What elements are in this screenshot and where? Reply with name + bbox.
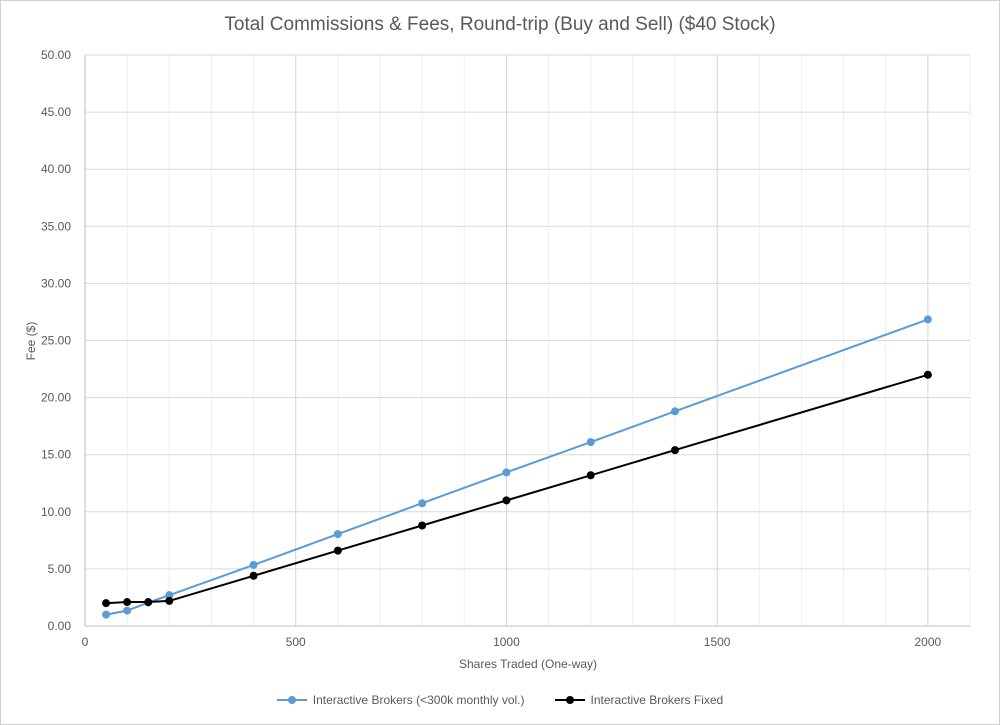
y-tick-label: 5.00 — [48, 562, 72, 576]
chart-title: Total Commissions & Fees, Round-trip (Bu… — [224, 14, 776, 35]
legend-label-series-1: Interactive Brokers (<300k monthly vol.) — [312, 693, 525, 707]
series-2-point — [249, 571, 258, 580]
series-1-point — [123, 606, 132, 615]
series-1-point — [333, 530, 342, 539]
series-1-point — [923, 315, 932, 324]
y-tick-label: 50.00 — [41, 48, 71, 62]
y-axis-label: Fee ($) — [24, 322, 38, 361]
series-1-point — [671, 407, 679, 416]
series-1-point — [165, 591, 174, 600]
x-tick-label: 0 — [82, 635, 89, 649]
x-tick-label: 1000 — [493, 635, 520, 649]
legend-label-series-2: Interactive Brokers Fixed — [590, 693, 724, 707]
x-tick-label: 1500 — [704, 635, 731, 649]
series-layer — [102, 315, 932, 619]
series-2-point — [333, 546, 342, 555]
x-tick-label: 500 — [286, 635, 306, 649]
series-2-point — [165, 596, 174, 605]
legend: Interactive Brokers (<300k monthly vol.)… — [0, 693, 1000, 707]
y-tick-label: 30.00 — [41, 276, 71, 290]
y-tick-label: 25.00 — [41, 334, 71, 348]
legend-item-series-1[interactable]: Interactive Brokers (<300k monthly vol.) — [276, 693, 525, 707]
series-2-point — [418, 521, 427, 530]
series-2-point — [502, 496, 511, 505]
series-2-point — [671, 446, 679, 455]
y-tick-label: 20.00 — [41, 391, 71, 405]
series-2-point — [144, 598, 153, 607]
series-1-point — [249, 560, 258, 569]
y-tick-label: 40.00 — [41, 162, 71, 176]
series-1-line — [105, 318, 929, 616]
legend-swatch-series-1 — [276, 695, 307, 705]
y-tick-label: 15.00 — [41, 448, 71, 462]
series-1-point — [502, 468, 511, 477]
series-2-point — [923, 370, 932, 379]
legend-swatch-series-2 — [554, 695, 585, 705]
legend-item-series-2[interactable]: Interactive Brokers Fixed — [554, 693, 724, 707]
series-1-point — [418, 499, 427, 508]
axes: 0.00 5.00 10.00 15.00 20.00 25.00 30.00 35.00 40… — [41, 48, 970, 649]
y-tick-label: 35.00 — [41, 219, 71, 233]
y-tick-label: 0.00 — [48, 619, 72, 633]
grid-lines — [85, 54, 971, 626]
series-2-point — [102, 599, 111, 608]
y-tick-label: 10.00 — [41, 505, 71, 519]
series-1-point — [102, 610, 111, 619]
series-1-point — [586, 438, 595, 447]
series-2-point — [586, 471, 595, 480]
series-2-point — [123, 598, 132, 607]
x-axis-label: Shares Traded (One-way) — [459, 657, 597, 671]
x-tick-label: 2000 — [915, 635, 942, 649]
y-tick-label: 45.00 — [41, 105, 71, 119]
